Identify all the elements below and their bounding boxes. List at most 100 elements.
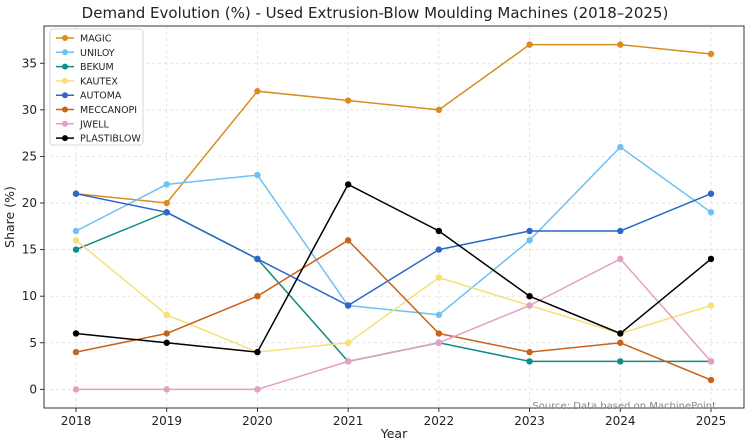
series-line-plastiblow <box>75 183 712 353</box>
x-axis-label: Year <box>380 426 408 441</box>
legend-label-uniloy: UNILOY <box>80 48 115 59</box>
series-meccanopi <box>72 237 715 384</box>
data-point-meccanopi <box>526 348 533 356</box>
x-tick-label: 2019 <box>151 414 182 428</box>
x-tick-label: 2024 <box>605 414 636 428</box>
y-axis-ticks: 0 5 10 15 20 25 30 35 <box>22 56 44 396</box>
data-point-magic <box>254 88 261 95</box>
plot-frame <box>43 25 745 409</box>
x-tick-label: 2023 <box>514 414 545 428</box>
legend-label-magic: MAGIC <box>80 34 112 45</box>
chart-title: Demand Evolution (%) - Used Extrusion-Bl… <box>81 4 669 22</box>
series-line-magic <box>75 43 712 204</box>
legend-marker-meccanopi <box>62 106 68 113</box>
data-point-meccanopi <box>254 292 261 300</box>
data-point-automa <box>435 246 443 253</box>
data-point-kautex <box>72 237 80 244</box>
source-annotation: Source: Data based on MachinePoint <box>532 401 716 412</box>
data-point-jwell <box>617 255 624 263</box>
legend-marker-plastiblow <box>62 135 68 142</box>
series-automa <box>72 190 715 309</box>
data-point-plastiblow <box>72 330 80 337</box>
x-tick-label: 2025 <box>696 414 727 428</box>
series-line-kautex <box>75 239 712 353</box>
data-point-kautex <box>435 274 443 281</box>
legend-label-jwell: JWELL <box>79 119 109 130</box>
data-point-uniloy <box>435 311 443 319</box>
data-point-plastiblow <box>707 255 715 263</box>
data-point-jwell <box>707 358 715 365</box>
data-point-uniloy <box>617 143 624 151</box>
data-point-kautex <box>163 311 170 319</box>
data-point-jwell <box>163 386 170 393</box>
data-point-automa <box>526 227 533 235</box>
data-point-plastiblow <box>344 181 352 188</box>
data-point-bekum <box>526 358 533 365</box>
data-point-plastiblow <box>526 292 533 300</box>
data-point-jwell <box>254 386 261 393</box>
data-point-jwell <box>435 339 443 346</box>
data-point-uniloy <box>707 209 715 216</box>
data-point-jwell <box>344 358 352 365</box>
data-point-uniloy <box>254 171 261 179</box>
data-point-meccanopi <box>435 330 443 337</box>
series-jwell <box>72 255 715 393</box>
data-point-magic <box>526 41 533 48</box>
x-tick-label: 2022 <box>424 414 455 428</box>
series-line-automa <box>75 192 712 307</box>
series-line-jwell <box>76 257 712 391</box>
data-point-jwell <box>526 302 533 309</box>
data-point-meccanopi <box>617 339 624 346</box>
data-point-automa <box>617 227 624 235</box>
legend-marker-uniloy <box>62 49 68 56</box>
data-point-jwell <box>72 386 80 393</box>
data-point-automa <box>163 209 170 216</box>
y-tick-label: 0 <box>29 382 37 396</box>
legend-label-automa: AUTOMA <box>80 91 122 102</box>
series-lines <box>72 41 715 393</box>
legend-marker-jwell <box>62 120 68 127</box>
legend-box <box>49 28 144 146</box>
legend-marker-kautex <box>62 77 68 84</box>
legend-marker-magic <box>62 35 68 41</box>
y-tick-label: 20 <box>22 196 37 210</box>
x-tick-label: 2020 <box>242 414 273 428</box>
data-point-plastiblow <box>254 348 261 356</box>
data-point-magic <box>344 97 352 104</box>
data-point-kautex <box>707 302 715 309</box>
data-point-plastiblow <box>163 339 170 346</box>
data-point-automa <box>344 302 352 309</box>
legend-marker-bekum <box>62 63 68 70</box>
data-point-meccanopi <box>72 348 80 356</box>
data-point-meccanopi <box>344 237 352 244</box>
legend-label-kautex: KAUTEX <box>80 76 118 87</box>
data-point-bekum <box>72 246 80 253</box>
y-tick-label: 15 <box>22 243 37 257</box>
x-tick-label: 2021 <box>333 414 364 428</box>
data-point-meccanopi <box>163 330 170 337</box>
data-point-plastiblow <box>617 330 624 337</box>
data-point-uniloy <box>72 227 80 235</box>
series-line-meccanopi <box>75 239 712 381</box>
y-tick-label: 35 <box>22 56 37 70</box>
legend-label-meccanopi: MECCANOPI <box>80 105 137 116</box>
y-tick-label: 25 <box>22 149 37 163</box>
data-point-automa <box>254 255 261 263</box>
data-point-magic <box>435 106 443 114</box>
y-tick-label: 5 <box>29 336 37 350</box>
data-point-plastiblow <box>435 227 443 235</box>
data-point-meccanopi <box>707 376 715 384</box>
y-tick-label: 30 <box>22 103 37 117</box>
data-point-kautex <box>344 339 352 346</box>
y-tick-label: 10 <box>22 289 37 303</box>
data-point-magic <box>707 50 715 58</box>
legend-marker-automa <box>62 92 68 99</box>
x-tick-label: 2018 <box>61 414 92 428</box>
x-axis-ticks: 2018 2019 2020 2021 2022 2023 2024 2025 <box>61 408 727 428</box>
series-magic <box>72 41 715 207</box>
series-plastiblow <box>72 181 715 356</box>
legend-label-bekum: BEKUM <box>80 62 114 73</box>
data-point-magic <box>163 199 170 207</box>
data-point-bekum <box>617 358 624 365</box>
